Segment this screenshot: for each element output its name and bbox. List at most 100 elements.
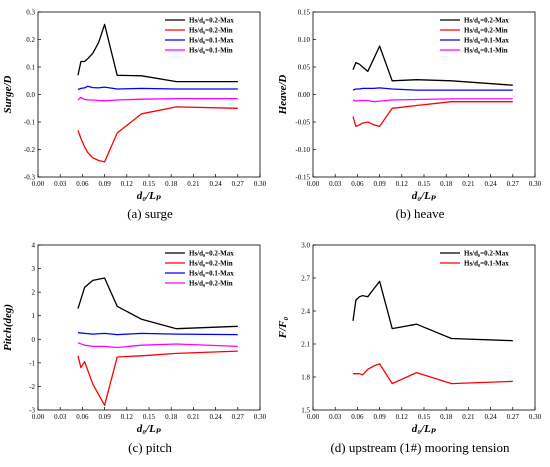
- series-line: [77, 23, 238, 83]
- x-tick-label: 0.21: [187, 180, 200, 188]
- y-tick-label: 0.3: [26, 9, 35, 17]
- y-tick-label: 0.05: [298, 64, 311, 72]
- legend-label: Hs/d₀=0.2-Max: [464, 250, 509, 258]
- y-tick-label: -0.3: [24, 174, 36, 182]
- x-axis-label: d₀/Lₚ: [137, 190, 162, 202]
- x-tick-label: 0.09: [98, 180, 111, 188]
- y-tick-label: 1.8: [301, 374, 310, 382]
- y-tick-label: 2.1: [301, 341, 310, 349]
- y-tick-label: 2: [32, 289, 36, 297]
- x-tick-label: 0.15: [143, 180, 156, 188]
- x-tick-label: 0.03: [329, 413, 342, 421]
- x-tick-label: 0.30: [254, 413, 267, 421]
- y-tick-label: 1.5: [301, 407, 310, 415]
- series-line: [77, 96, 238, 102]
- y-tick-label: 0: [32, 336, 36, 344]
- x-tick-label: 0.24: [484, 180, 497, 188]
- x-tick-label: 0.21: [187, 413, 200, 421]
- y-tick-label: 0.15: [298, 9, 311, 17]
- x-tick-label: 0.06: [76, 413, 89, 421]
- series-line: [352, 87, 513, 91]
- x-tick-label: 0.15: [418, 180, 431, 188]
- x-tick-label: 0.00: [307, 413, 320, 421]
- y-tick-label: -3: [29, 407, 35, 415]
- series-line: [352, 45, 513, 86]
- x-tick-label: 0.24: [484, 413, 497, 421]
- series-line: [77, 85, 238, 91]
- x-tick-label: 0.21: [462, 413, 475, 421]
- x-tick-label: 0.03: [54, 413, 67, 421]
- y-tick-label: 4: [32, 242, 36, 250]
- x-tick-label: 0.00: [307, 180, 320, 188]
- series-line: [77, 106, 238, 163]
- y-tick-label: 0.10: [298, 36, 311, 44]
- y-tick-label: 2.7: [301, 275, 310, 283]
- x-tick-label: 0.27: [507, 413, 520, 421]
- y-tick-label: -0.10: [295, 146, 310, 154]
- legend-label: Hs/d₀=0.2-Min: [189, 260, 233, 268]
- y-tick-label: 0.00: [298, 91, 311, 99]
- x-tick-label: 0.03: [329, 180, 342, 188]
- y-tick-label: -2: [29, 383, 35, 391]
- x-tick-label: 0.18: [165, 180, 178, 188]
- chart-d: 0.00 0.03 0.06 0.09 0.12 0.15 0.18 0.21 0.24 0.27…: [277, 242, 542, 456]
- x-tick-label: 0.00: [32, 413, 45, 421]
- caption-text: surge: [142, 206, 173, 221]
- y-tick-label: 2.4: [301, 308, 310, 316]
- series-line: [77, 350, 238, 406]
- x-tick-label: 0.24: [209, 413, 222, 421]
- y-tick-label: 0.2: [26, 36, 35, 44]
- caption-text: heave: [411, 206, 445, 221]
- y-axis-label: Surge/D: [2, 75, 14, 113]
- legend-label: Hs/d₀=0.1-Max: [189, 270, 234, 278]
- x-tick-label: 0.12: [121, 413, 134, 421]
- x-tick-label: 0.12: [396, 180, 409, 188]
- chart-c: 0.00 0.03 0.06 0.09 0.12 0.15 0.18 0.21 0.24 0.27…: [2, 242, 267, 456]
- panel-caption: (a) surge: [127, 206, 173, 221]
- caption-text: pitch: [143, 440, 173, 455]
- x-tick-label: 0.30: [254, 180, 267, 188]
- x-tick-label: 0.09: [373, 413, 386, 421]
- caption-text: upstream (1#) mooring tension: [346, 440, 510, 455]
- y-tick-label: -1: [29, 359, 35, 367]
- y-tick-label: -0.1: [24, 119, 36, 127]
- chart-b: 0.00 0.03 0.06 0.09 0.12 0.15 0.18 0.21 0.24 0.27…: [277, 9, 542, 222]
- x-tick-label: 0.24: [209, 180, 222, 188]
- legend-label: Hs/d₀=0.2-Min: [464, 27, 508, 35]
- series-line: [77, 342, 238, 349]
- x-tick-label: 0.03: [54, 180, 67, 188]
- x-tick-label: 0.21: [462, 180, 475, 188]
- legend-label: Hs/d₀=0.2-Min: [189, 27, 233, 35]
- legend-label: Hs/d₀=0.1-Min: [189, 47, 233, 55]
- y-tick-label: -0.2: [24, 146, 36, 154]
- x-tick-label: 0.06: [351, 413, 364, 421]
- x-tick-label: 0.18: [440, 180, 453, 188]
- series-line: [77, 332, 238, 336]
- caption-tag: (c): [128, 440, 142, 455]
- y-tick-label: -0.05: [295, 119, 310, 127]
- y-axis-label: F/F₀: [277, 317, 289, 340]
- y-tick-label: 1: [32, 312, 36, 320]
- legend-label: Hs/d₀=0.2-Max: [464, 17, 509, 25]
- x-tick-label: 0.12: [121, 180, 134, 188]
- x-axis-label: d₀/Lₚ: [412, 423, 437, 435]
- x-tick-label: 0.30: [529, 413, 542, 421]
- caption-tag: (b): [396, 206, 411, 221]
- x-tick-label: 0.30: [529, 180, 542, 188]
- panel-caption: (c) pitch: [128, 440, 172, 455]
- legend-label: Hs/d₀=0.2-Max: [189, 250, 234, 258]
- legend-label: Hs/d₀=0.2-Max: [189, 17, 234, 25]
- legend-label: Hs/d₀=0.2-Min: [189, 280, 233, 288]
- y-tick-label: 3: [32, 265, 36, 273]
- y-tick-label: -0.15: [295, 174, 310, 182]
- x-tick-label: 0.00: [32, 180, 45, 188]
- caption-tag: (a): [127, 206, 141, 221]
- x-tick-label: 0.09: [373, 180, 386, 188]
- x-tick-label: 0.06: [351, 180, 364, 188]
- x-tick-label: 0.06: [76, 180, 89, 188]
- x-tick-label: 0.18: [440, 413, 453, 421]
- x-tick-label: 0.27: [232, 180, 245, 188]
- x-tick-label: 0.15: [143, 413, 156, 421]
